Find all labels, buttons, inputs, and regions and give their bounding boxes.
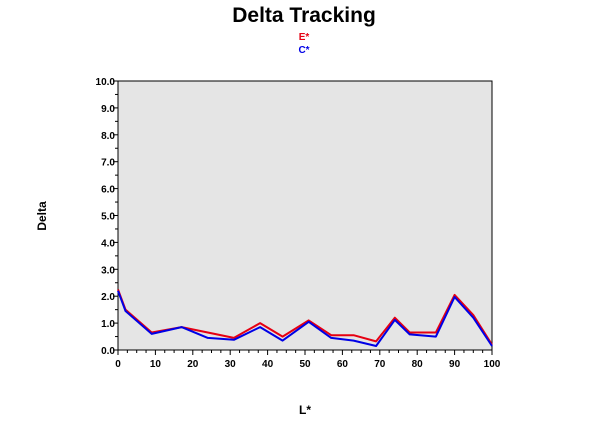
x-tick-label: 10 (150, 359, 162, 370)
y-tick-label: 0.0 (101, 346, 115, 357)
x-tick-label: 40 (262, 359, 274, 370)
chart-title: Delta Tracking (232, 4, 376, 27)
y-tick-label: 7.0 (101, 158, 115, 169)
x-tick-label: 60 (337, 359, 349, 370)
x-axis: 0 10 20 30 40 50 60 70 80 90 100 (115, 350, 501, 370)
y-axis-label: Delta (35, 201, 49, 231)
x-axis-label: L* (299, 403, 311, 417)
x-tick-label: 80 (412, 359, 424, 370)
x-tick-label: 90 (449, 359, 461, 370)
y-tick-label: 5.0 (101, 212, 115, 223)
y-tick-label: 9.0 (101, 104, 115, 115)
y-tick-label: 10.0 (96, 77, 116, 88)
x-tick-label: 70 (374, 359, 386, 370)
x-tick-label: 30 (225, 359, 237, 370)
legend-entry-c-star: C* (298, 45, 309, 56)
series-line-c-star (117, 290, 493, 347)
y-tick-label: 2.0 (101, 292, 115, 303)
y-tick-label: 1.0 (101, 319, 115, 330)
x-tick-label: 20 (187, 359, 199, 370)
y-axis: 0.0 1.0 2.0 3.0 4.0 5.0 6.0 7.0 8.0 9.0 10.0 (96, 77, 118, 357)
plot-area (117, 80, 493, 351)
y-tick-label: 6.0 (101, 185, 115, 196)
series-layer (117, 289, 493, 347)
legend-entry-e-star: E* (299, 32, 310, 43)
y-tick-label: 4.0 (101, 238, 115, 249)
x-tick-label: 0 (115, 359, 121, 370)
y-tick-label: 8.0 (101, 131, 115, 142)
x-tick-label: 100 (484, 359, 501, 370)
x-tick-label: 50 (299, 359, 311, 370)
y-tick-label: 3.0 (101, 265, 115, 276)
